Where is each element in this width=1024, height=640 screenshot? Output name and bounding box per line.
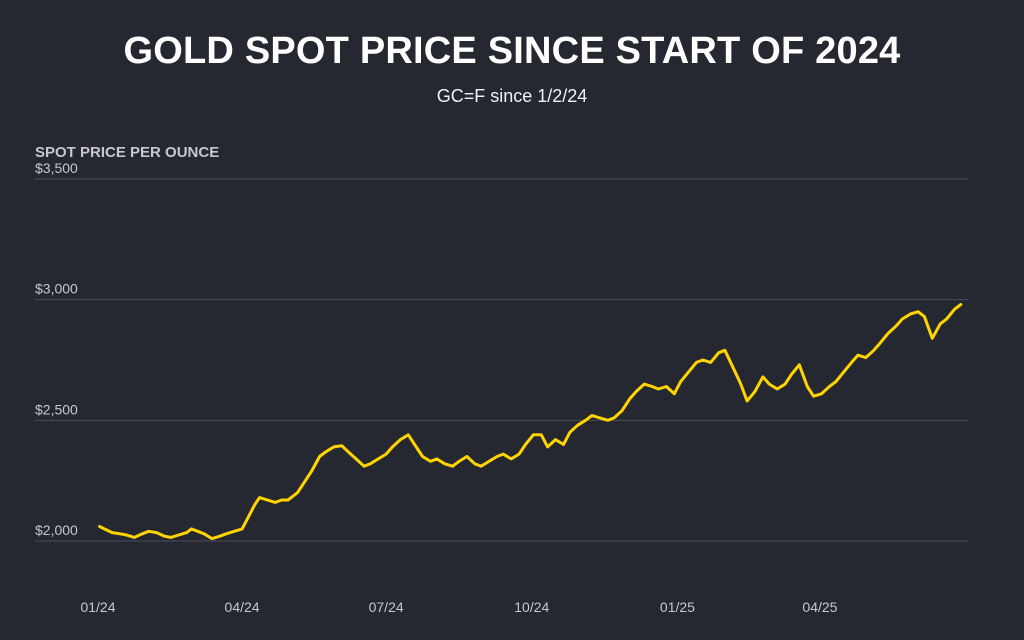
x-tick-label: 07/24 bbox=[369, 599, 404, 615]
x-tick-label: 10/24 bbox=[514, 599, 549, 615]
grid-lines bbox=[35, 178, 968, 542]
y-axis-ticks: $2,000 $2,500 $3,000 $3,500 bbox=[35, 160, 78, 538]
y-tick-label: $3,500 bbox=[35, 160, 78, 176]
y-tick-label: $2,500 bbox=[35, 401, 78, 417]
x-tick-label: 04/25 bbox=[802, 599, 837, 615]
x-tick-label: 04/24 bbox=[225, 599, 260, 615]
y-axis-title: SPOT PRICE PER OUNCE bbox=[35, 144, 219, 161]
x-tick-label: 01/24 bbox=[80, 599, 115, 615]
chart-subtitle: GC=F since 1/2/24 bbox=[436, 86, 588, 106]
y-tick-label: $2,000 bbox=[35, 522, 78, 538]
x-axis-ticks: 01/24 04/24 07/24 10/24 01/25 04/25 bbox=[80, 599, 837, 615]
chart-title: GOLD SPOT PRICE SINCE START OF 2024 bbox=[123, 30, 901, 72]
series-line-gold-price bbox=[98, 303, 963, 541]
x-tick-label: 01/25 bbox=[660, 599, 695, 615]
y-tick-label: $3,000 bbox=[35, 281, 78, 297]
